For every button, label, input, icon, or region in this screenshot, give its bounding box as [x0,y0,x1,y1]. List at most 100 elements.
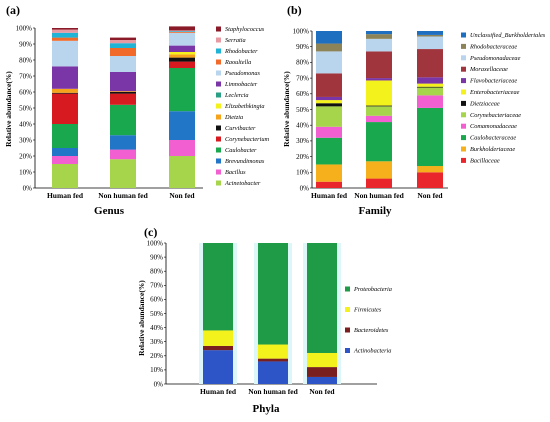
bar-segment [258,358,288,362]
y-tick-label: 20% [150,352,163,360]
y-tick-label: 50% [150,310,163,318]
bar-segment [52,32,78,38]
y-tick-label: 90% [296,43,309,51]
bar-segment [307,367,337,377]
bar-segment [417,49,443,78]
x-category-label: Non human fed [354,191,404,200]
bar-segment [169,45,195,52]
y-tick-label: 0% [23,184,33,192]
legend-swatch [216,158,221,164]
bar-segment [52,92,78,94]
legend-label: Unclassified_Burkholderiales [470,32,546,39]
bar-segment [366,105,392,107]
bar-segment [169,156,195,188]
bar-segment [258,344,288,359]
legend-swatch [461,66,466,72]
x-category-label: Non fed [417,191,443,200]
panel-c-legend: Proteobacteria Firmicutes Bacteroidetes Act… [345,286,392,355]
bar-segment [316,43,342,52]
bar-segment [203,350,233,384]
legend-label: Pseudomonadaceae [469,55,521,62]
legend-label: Actinobacteria [353,348,391,355]
panel-c-x-axis-title: Phyla [253,403,280,415]
bar-segment [316,31,342,44]
legend-label: Caulobacteraceae [470,135,516,142]
y-tick-label: 40% [150,324,163,332]
bar-segment [203,330,233,346]
bar-segment [110,104,136,136]
bar-segment [110,91,136,92]
y-tick-label: 70% [150,282,163,290]
bar-segment [417,36,443,50]
bar-segment [316,126,342,138]
legend-swatch [216,92,221,98]
legend-swatch [216,169,221,175]
bar-segment [366,78,392,81]
y-tick-label: 70% [296,74,309,82]
bar-segment [169,26,195,31]
bar-segment [417,83,443,87]
legend-label: Burkholderiaceae [470,146,515,153]
y-tick-label: 80% [19,56,32,64]
panel-b-x-axis-title: Family [359,205,392,217]
y-tick-label: 100% [147,239,164,247]
panel-b-y-axis-label: Relative abundance(%) [282,71,291,147]
legend-swatch [216,147,221,153]
y-tick-label: 0% [154,380,164,388]
panel-c-phyla: (c) Relative abundance(%) Phyla 0% 10% 20%… [137,225,392,415]
bar-segment [307,243,337,353]
legend-label: Bacteroidetes [354,327,389,334]
y-tick-label: 60% [296,90,309,98]
panel-a-legend: Staphylococcus Serratia Rhodobacter Raoulte… [216,26,270,187]
y-tick-label: 100% [293,27,310,35]
legend-label: Leclercia [224,92,249,99]
legend-label: Firmicutes [353,307,382,314]
legend-swatch [216,59,221,65]
y-tick-label: 20% [296,153,309,161]
legend-label: Acinetobacter [224,180,261,187]
y-tick-label: 20% [19,152,32,160]
x-category-label: Non fed [169,191,195,200]
x-category-label: Human fed [311,191,348,200]
bar-segment [169,30,195,32]
bar-segment [307,352,337,368]
legend-label: Curvibacter [225,125,256,132]
bar-segment [169,111,195,140]
bar-segment [366,51,392,79]
legend-label: Bacillaceae [470,157,500,164]
bar-segment [417,31,443,35]
legend-swatch [345,327,350,333]
bar-segment [366,80,392,106]
legend-swatch [461,78,466,84]
y-tick-label: 60% [19,88,32,96]
bar-segment [169,32,195,46]
y-tick-label: 80% [296,59,309,67]
legend-label: Raoultella [224,59,251,66]
legend-swatch [216,114,221,120]
x-category-label: Non human fed [248,387,298,396]
bar-segment [169,52,195,55]
legend-swatch [216,81,221,87]
y-tick-label: 90% [150,253,163,261]
legend-swatch [345,286,350,292]
panel-b-plot: 0% 10% 20% 30% 40% 50% 60% 70% 80% 90% 100% Human f… [293,27,448,200]
y-tick-label: 70% [19,72,32,80]
panel-c-letter: (c) [144,225,157,239]
bar-segment [52,156,78,164]
legend-label: Comamonadaceae [470,123,517,130]
bar-segment [366,122,392,162]
legend-swatch [461,112,466,118]
bar-segment [258,243,288,345]
bar-segment [417,86,443,88]
bar-segment [110,135,136,150]
bar-segment [366,161,392,179]
bar-segment [316,137,342,165]
panel-a-x-axis-title: Genus [94,205,125,217]
bar-segment [52,29,78,33]
x-category-label: Human fed [47,191,84,200]
legend-label: Bacillus [225,169,246,176]
bar-segment [316,100,342,104]
bar-segment [52,93,78,124]
bar-segment [52,148,78,156]
